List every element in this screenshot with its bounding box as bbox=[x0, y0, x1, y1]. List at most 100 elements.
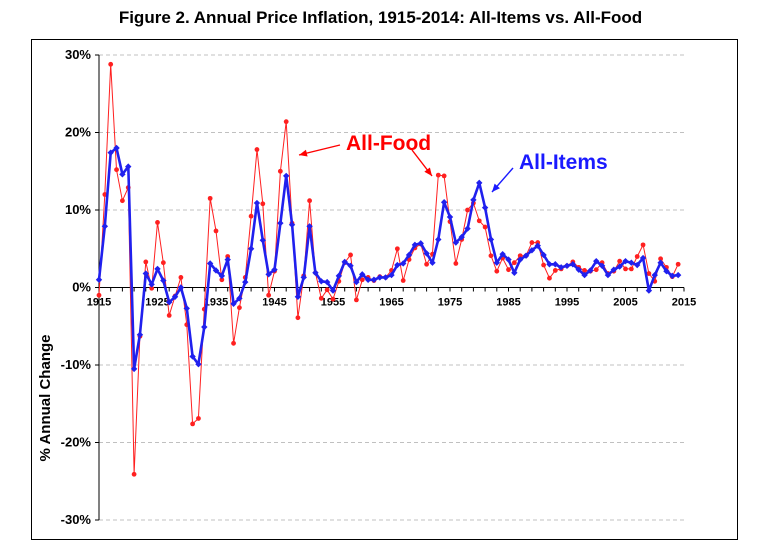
food-point bbox=[623, 266, 628, 272]
y-axis-title: % Annual Change bbox=[37, 335, 54, 462]
items-point bbox=[575, 266, 582, 273]
items-point bbox=[546, 261, 553, 268]
food-point bbox=[482, 224, 488, 230]
items-point bbox=[423, 250, 430, 257]
items-point bbox=[300, 274, 307, 281]
arrow-food-1947-head bbox=[299, 149, 308, 157]
items-point bbox=[306, 223, 313, 230]
items-point bbox=[581, 271, 588, 279]
items-point bbox=[171, 293, 179, 300]
items-point bbox=[417, 240, 424, 247]
food-point bbox=[277, 168, 283, 174]
y-tick-label: 0% bbox=[72, 280, 91, 295]
food-point bbox=[593, 267, 599, 273]
items-point bbox=[651, 271, 658, 279]
items-point bbox=[587, 267, 594, 274]
food-point bbox=[394, 246, 400, 252]
items-point bbox=[616, 263, 623, 270]
y-tick-label: -10% bbox=[61, 357, 92, 372]
y-tick-labels: -30% -20% -10% 0% 10% 20% 30% bbox=[61, 47, 92, 527]
items-point bbox=[657, 259, 664, 266]
x-tick-label: 1995 bbox=[555, 297, 579, 309]
items-point bbox=[645, 287, 653, 294]
food-point bbox=[506, 267, 511, 273]
food-point bbox=[494, 268, 500, 274]
food-point bbox=[348, 252, 353, 258]
items-point bbox=[101, 223, 109, 230]
items-point bbox=[604, 271, 612, 279]
x-tick-label: 1945 bbox=[262, 297, 286, 309]
food-point bbox=[617, 258, 623, 264]
series-line-items bbox=[97, 146, 679, 371]
x-tick-label: 1935 bbox=[204, 297, 228, 309]
items-point bbox=[189, 353, 196, 360]
food-point bbox=[131, 471, 137, 477]
items-point bbox=[166, 299, 173, 306]
food-point bbox=[254, 147, 260, 152]
items-point bbox=[470, 196, 477, 204]
food-point bbox=[96, 292, 102, 298]
items-point bbox=[622, 257, 629, 265]
items-point bbox=[593, 257, 600, 265]
food-point bbox=[424, 261, 429, 267]
arrow-food-1973-head bbox=[424, 167, 432, 176]
items-point bbox=[370, 276, 378, 283]
items-point bbox=[341, 258, 348, 266]
x-tick-label: 1915 bbox=[87, 297, 111, 309]
food-point bbox=[359, 277, 365, 283]
x-tick-label: 1955 bbox=[321, 297, 345, 309]
items-point bbox=[458, 233, 465, 241]
items-point bbox=[95, 276, 103, 283]
items-point bbox=[598, 262, 606, 269]
food-point bbox=[266, 292, 272, 298]
items-point bbox=[522, 252, 530, 259]
food-point bbox=[634, 254, 640, 259]
items-point bbox=[247, 245, 255, 252]
food-point bbox=[646, 271, 652, 276]
food-point bbox=[160, 260, 166, 266]
items-point bbox=[534, 242, 541, 249]
items-point bbox=[288, 221, 296, 228]
food-point bbox=[207, 195, 213, 201]
food-point bbox=[213, 228, 219, 234]
items-point bbox=[195, 361, 202, 368]
series-food bbox=[96, 61, 681, 477]
items-point bbox=[242, 278, 249, 286]
food-point bbox=[400, 278, 406, 283]
items-point bbox=[464, 225, 471, 232]
items-point bbox=[142, 270, 149, 277]
items-point bbox=[388, 271, 395, 279]
items-point bbox=[364, 276, 372, 283]
items-point bbox=[312, 269, 319, 276]
food-point bbox=[108, 61, 114, 67]
items-point bbox=[271, 266, 278, 273]
food-point bbox=[529, 240, 535, 245]
food-point bbox=[283, 119, 289, 125]
items-point bbox=[429, 259, 436, 266]
food-point bbox=[248, 213, 254, 219]
food-point bbox=[155, 220, 160, 225]
items-point bbox=[212, 267, 220, 274]
food-point bbox=[237, 305, 242, 311]
items-point bbox=[359, 271, 366, 278]
items-point bbox=[236, 295, 243, 302]
items-point bbox=[452, 239, 460, 246]
items-point bbox=[540, 251, 547, 259]
y-tick-label: -20% bbox=[61, 435, 92, 450]
items-point bbox=[206, 260, 214, 267]
items-point bbox=[382, 274, 389, 281]
items-point bbox=[224, 256, 231, 263]
food-point bbox=[517, 253, 523, 259]
items-point bbox=[376, 274, 383, 281]
items-point bbox=[283, 172, 290, 180]
items-point bbox=[528, 247, 536, 254]
items-point bbox=[481, 204, 489, 211]
x-tick-label: 1975 bbox=[438, 297, 462, 309]
items-point bbox=[218, 272, 226, 280]
food-point bbox=[354, 297, 359, 303]
series-line-food bbox=[98, 63, 679, 475]
annotations: All-Food All-Items bbox=[298, 132, 608, 193]
items-point bbox=[663, 268, 670, 275]
food-point bbox=[166, 313, 172, 318]
